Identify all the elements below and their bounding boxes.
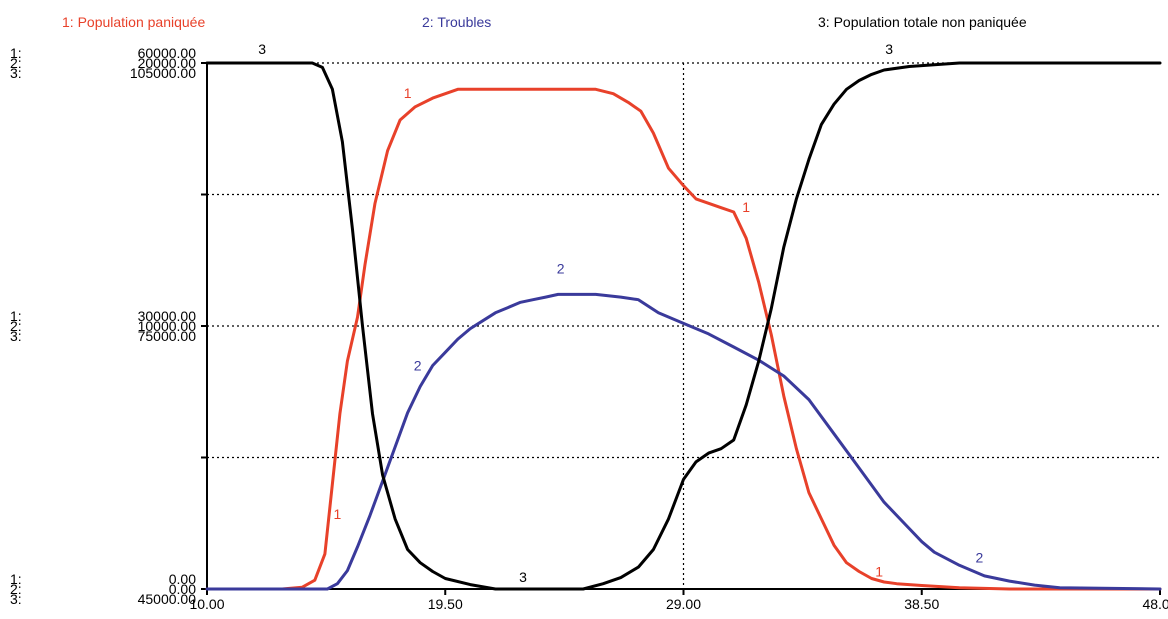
series-label-1: 1: [404, 85, 412, 101]
series-line-3: [205, 61, 1162, 591]
series-labels: 1 1 1 1 2 2 2 3 3 3: [258, 41, 983, 585]
y-tick-label: 0.00: [169, 571, 196, 587]
series-label-3: 3: [885, 41, 893, 57]
y-tick-label: 10000.00: [138, 318, 197, 334]
y-tick-label: 60000.00: [138, 45, 197, 61]
axes: [201, 62, 1161, 595]
axis-labels: 10.0019.5029.0038.5048.001:60000.002:200…: [10, 45, 1168, 612]
y-tick-label: 75000.00: [138, 328, 197, 344]
y-tick-label: 0.00: [169, 581, 196, 597]
y-axis-series-prefix: 2:: [10, 55, 22, 71]
series-label-2: 2: [976, 550, 984, 566]
x-tick-label: 10.00: [189, 596, 224, 612]
series-label-1: 1: [334, 506, 342, 522]
y-tick-label: 20000.00: [138, 55, 197, 71]
y-axis-series-prefix: 2:: [10, 581, 22, 597]
series-lines: [205, 61, 1162, 591]
y-axis-series-prefix: 1:: [10, 571, 22, 587]
y-axis-series-prefix: 3:: [10, 591, 22, 607]
series-line-1: [205, 87, 1162, 591]
x-tick-label: 48.00: [1142, 596, 1168, 612]
gridlines: [207, 62, 1160, 590]
x-tick-label: 29.00: [666, 596, 701, 612]
y-tick-label: 105000.00: [130, 65, 196, 81]
series-line-2: [205, 292, 1162, 591]
series-label-1: 1: [875, 564, 883, 580]
y-axis-series-prefix: 2:: [10, 318, 22, 334]
x-tick-label: 19.50: [428, 596, 463, 612]
legend-population-totale: 3: Population totale non paniquée: [818, 14, 1027, 30]
legend-troubles: 2: Troubles: [422, 14, 492, 30]
x-tick-label: 38.50: [904, 596, 939, 612]
series-label-2: 2: [414, 358, 422, 374]
series-label-3: 3: [519, 569, 527, 585]
y-tick-label: 30000.00: [138, 308, 197, 324]
y-axis-series-prefix: 1:: [10, 45, 22, 61]
series-label-1: 1: [742, 199, 750, 215]
y-axis-series-prefix: 3:: [10, 328, 22, 344]
series-label-2: 2: [557, 260, 565, 276]
y-axis-series-prefix: 1:: [10, 308, 22, 324]
legend-population-paniquee: 1: Population paniquée: [62, 14, 206, 30]
y-tick-label: 45000.00: [138, 591, 197, 607]
series-label-3: 3: [258, 41, 266, 57]
y-axis-series-prefix: 3:: [10, 65, 22, 81]
